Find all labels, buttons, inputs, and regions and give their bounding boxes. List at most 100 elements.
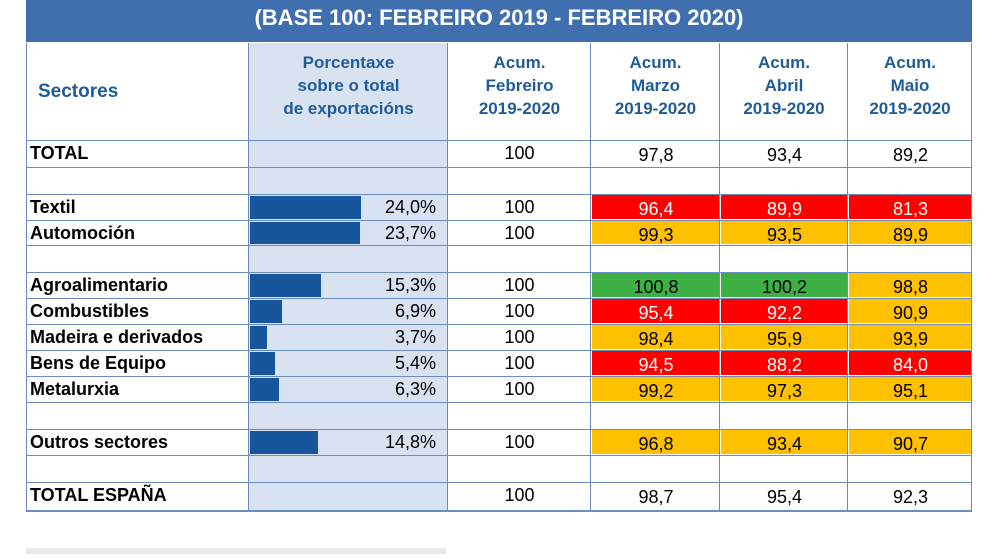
- share-value: 6,9%: [394, 301, 436, 321]
- value-feb: 100: [504, 143, 535, 163]
- header-apr-line: Abril: [764, 76, 804, 95]
- value-mar: 99,2: [592, 377, 720, 401]
- row-divider: [26, 324, 972, 325]
- value-mar: 98,7: [638, 487, 674, 507]
- column-divider: [590, 43, 591, 510]
- header-may-line: 2019-2020: [869, 99, 951, 118]
- value-may: 95,1: [849, 377, 972, 401]
- header-feb-line: Acum.: [493, 53, 546, 72]
- value-may: 93,9: [849, 325, 972, 349]
- sector-label: TOTAL ESPAÑA: [30, 485, 167, 505]
- column-divider: [248, 43, 249, 510]
- value-may: 89,2: [892, 145, 929, 165]
- share-value: 24,0%: [384, 197, 436, 217]
- value-mar: 100,8: [592, 273, 720, 297]
- header-share: Porcentaxe sobre o total de exportacións: [249, 51, 448, 140]
- share-bar: [250, 300, 282, 323]
- header-may: Acum. Maio 2019-2020: [848, 51, 972, 140]
- row-divider: [26, 402, 972, 403]
- sector-label: Outros sectores: [30, 432, 169, 452]
- share-bar: [250, 274, 321, 297]
- share-bar: [250, 352, 275, 375]
- header-sectores: Sectores: [38, 80, 119, 102]
- header-apr-line: Acum.: [758, 53, 810, 72]
- share-value: 23,7%: [384, 223, 436, 243]
- share-bar: [250, 222, 360, 244]
- value-mar: 96,4: [592, 195, 720, 219]
- value-apr: 88,2: [721, 351, 848, 375]
- value-feb: 100: [504, 353, 535, 373]
- share-bar: [250, 196, 361, 219]
- header-mar: Acum. Marzo 2019-2020: [591, 51, 720, 140]
- value-apr: 97,3: [721, 377, 848, 401]
- share-value: 14,8%: [384, 432, 436, 452]
- header-feb-line: Febreiro: [485, 76, 554, 95]
- column-divider: [719, 43, 720, 510]
- sector-label: Combustibles: [30, 301, 150, 321]
- header-may-line: Acum.: [884, 53, 936, 72]
- row-divider: [26, 350, 972, 351]
- share-value: 5,4%: [394, 353, 436, 373]
- row-divider: [26, 429, 972, 430]
- value-mar: 97,8: [638, 145, 674, 165]
- value-apr: 89,9: [721, 195, 848, 219]
- header-divider: [26, 140, 972, 141]
- footer-divider: [26, 548, 446, 554]
- value-feb: 100: [504, 485, 535, 505]
- value-mar: 98,4: [592, 325, 720, 349]
- share-value: 3,7%: [394, 327, 436, 347]
- value-feb: 100: [504, 197, 535, 217]
- row-divider: [26, 167, 972, 168]
- value-apr: 92,2: [721, 299, 848, 323]
- header-may-line: Maio: [890, 76, 930, 95]
- column-divider: [971, 43, 972, 510]
- value-feb: 100: [504, 327, 535, 347]
- value-apr: 100,2: [721, 273, 848, 297]
- table-bottom-border: [26, 510, 972, 512]
- table-title-banner: (BASE 100: FEBREIRO 2019 - FEBREIRO 2020…: [26, 0, 972, 42]
- header-share-line: de exportacións: [283, 99, 414, 118]
- value-may: 84,0: [849, 351, 972, 375]
- row-divider: [26, 245, 972, 246]
- share-value: 15,3%: [384, 275, 436, 295]
- row-divider: [26, 482, 972, 483]
- value-may: 90,7: [849, 430, 972, 454]
- value-may: 90,9: [849, 299, 972, 323]
- value-feb: 100: [504, 301, 535, 321]
- share-bar: [250, 431, 318, 454]
- value-mar: 95,4: [592, 299, 720, 323]
- share-bar: [250, 378, 279, 401]
- sector-label: TOTAL: [30, 143, 89, 163]
- header-apr: Acum. Abril 2019-2020: [720, 51, 848, 140]
- value-may: 98,8: [849, 273, 972, 297]
- column-divider: [847, 43, 848, 510]
- sector-label: Madeira e derivados: [30, 327, 204, 347]
- sector-label: Automoción: [30, 223, 135, 243]
- value-feb: 100: [504, 432, 535, 452]
- value-apr: 95,4: [766, 487, 803, 507]
- value-apr: 93,4: [766, 145, 803, 165]
- value-mar: 96,8: [592, 430, 720, 454]
- row-divider: [26, 220, 972, 221]
- sector-label: Bens de Equipo: [30, 353, 167, 373]
- row-divider: [26, 298, 972, 299]
- value-mar: 94,5: [592, 351, 720, 375]
- header-mar-line: 2019-2020: [614, 99, 697, 118]
- sector-label: Agroalimentario: [30, 275, 169, 295]
- header-share-line: Porcentaxe: [302, 53, 395, 72]
- value-feb: 100: [504, 275, 535, 295]
- share-value: 6,3%: [394, 379, 436, 399]
- header-mar-line: Marzo: [630, 76, 681, 95]
- value-apr: 93,4: [721, 430, 848, 454]
- column-divider: [447, 43, 448, 510]
- header-share-line: sobre o total: [297, 76, 400, 95]
- row-divider: [26, 376, 972, 377]
- header-apr-line: 2019-2020: [743, 99, 825, 118]
- row-divider: [26, 194, 972, 195]
- value-apr: 93,5: [721, 221, 848, 245]
- header-mar-line: Acum.: [629, 53, 682, 72]
- value-apr: 95,9: [721, 325, 848, 349]
- value-mar: 99,3: [592, 221, 720, 245]
- row-divider: [26, 272, 972, 273]
